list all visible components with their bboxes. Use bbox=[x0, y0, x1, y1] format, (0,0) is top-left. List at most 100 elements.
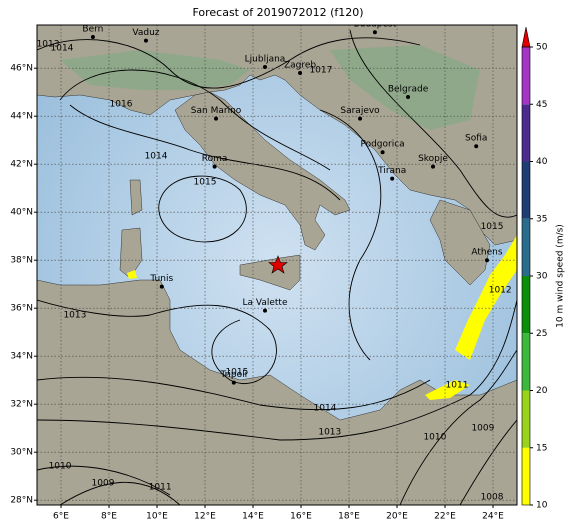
location-star bbox=[268, 255, 288, 274]
colorbar-band bbox=[522, 390, 530, 448]
city-dot bbox=[298, 71, 303, 75]
wind-patch bbox=[425, 380, 470, 400]
isobar bbox=[37, 376, 431, 411]
wind-patch bbox=[127, 270, 137, 279]
city-dot bbox=[90, 35, 95, 39]
isobar-label: 1008 bbox=[481, 493, 504, 503]
y-tick-label: 42°N bbox=[10, 160, 33, 170]
colorbar-tick-label: 50 bbox=[536, 43, 548, 53]
isobar-label: 1013 bbox=[63, 310, 86, 320]
colorbar-band bbox=[522, 447, 530, 505]
city-label: Ljubljana bbox=[245, 55, 286, 65]
x-tick-label: 24°E bbox=[482, 512, 504, 522]
city-dot bbox=[231, 380, 236, 385]
x-tick-label: 14°E bbox=[242, 512, 264, 522]
isobar bbox=[59, 482, 181, 505]
isobar-label: 1015 bbox=[194, 177, 217, 187]
x-tick-label: 10°E bbox=[146, 512, 168, 522]
colorbar-tick-label: 10 bbox=[536, 501, 548, 511]
isobar-label: 1013 bbox=[318, 428, 341, 438]
city-dot bbox=[406, 95, 411, 99]
city-label: Skopje bbox=[418, 154, 448, 164]
isobar bbox=[37, 299, 277, 385]
x-tick-label: 16°E bbox=[290, 512, 312, 522]
map-frame bbox=[36, 24, 518, 506]
isobar-label: 1009 bbox=[471, 424, 494, 434]
city-label: La Valette bbox=[243, 298, 288, 308]
land bbox=[129, 179, 143, 216]
colorbar-band bbox=[522, 218, 530, 276]
city-dot bbox=[263, 65, 267, 69]
isobar bbox=[399, 349, 517, 505]
x-tick-label: 8°E bbox=[101, 512, 117, 522]
colorbar-band bbox=[522, 276, 530, 334]
isobar-label: 1017 bbox=[309, 65, 332, 75]
isobar bbox=[158, 175, 247, 243]
colorbar-band bbox=[522, 333, 530, 391]
city-label: Bern bbox=[82, 25, 103, 35]
y-tick-label: 34°N bbox=[10, 352, 33, 362]
city-dot bbox=[143, 38, 148, 43]
y-tick-label: 30°N bbox=[10, 448, 33, 458]
isobar bbox=[37, 37, 421, 89]
city-dot bbox=[485, 258, 489, 263]
isobar-label: 1010 bbox=[423, 433, 446, 443]
lowland bbox=[60, 50, 250, 90]
city-dot bbox=[212, 164, 217, 169]
city-dot bbox=[358, 116, 363, 121]
city-label: Budapest bbox=[354, 20, 397, 30]
city-dot bbox=[431, 164, 435, 169]
y-tick-label: 32°N bbox=[10, 400, 33, 410]
isobar-label: 1014 bbox=[51, 44, 74, 54]
city-label: Athens bbox=[471, 248, 502, 258]
city-label: Sofia bbox=[465, 134, 487, 144]
colorbar-tick-label: 35 bbox=[536, 214, 547, 224]
colorbar-band bbox=[522, 104, 530, 162]
isobar-label: 1016 bbox=[110, 100, 133, 110]
isobar bbox=[59, 69, 331, 171]
city-dot bbox=[372, 30, 377, 35]
y-tick-label: 38°N bbox=[10, 256, 33, 266]
x-tick-label: 12°E bbox=[194, 512, 216, 522]
x-tick-label: 20°E bbox=[386, 512, 408, 522]
land bbox=[174, 91, 351, 251]
x-tick-label: 6°E bbox=[53, 512, 69, 522]
colorbar-extension bbox=[521, 26, 531, 48]
colorbar-label: 10 m wind speed (m/s) bbox=[556, 224, 566, 328]
isobar-label: 1012 bbox=[489, 285, 512, 295]
colorbar-tick-label: 40 bbox=[536, 157, 548, 167]
isobar-label: 1013 bbox=[37, 40, 60, 50]
city-label: San Marino bbox=[191, 106, 242, 116]
city-dot bbox=[159, 284, 164, 289]
lowland bbox=[330, 45, 480, 130]
city-label: Podgorica bbox=[360, 140, 404, 150]
colorbar-tick-label: 45 bbox=[536, 100, 547, 110]
city-label: Sarajevo bbox=[340, 106, 380, 116]
city-label: Tripoli bbox=[219, 370, 247, 380]
isobar-label: 1011 bbox=[149, 483, 172, 493]
isobar bbox=[319, 109, 382, 361]
map-base: 1013101410161014101510171013101510141013… bbox=[37, 20, 517, 505]
city-label: Vaduz bbox=[132, 28, 159, 38]
y-tick-label: 36°N bbox=[10, 304, 33, 314]
isobar-label: 1014 bbox=[145, 151, 168, 161]
isobar bbox=[37, 465, 171, 496]
title: Forecast of 2019072012 (f120) bbox=[192, 6, 363, 19]
isobar bbox=[459, 419, 517, 505]
wind-patch bbox=[455, 235, 517, 360]
isobar-label: 1010 bbox=[49, 461, 72, 471]
city-dot bbox=[214, 116, 219, 121]
colorbar-band bbox=[522, 161, 530, 219]
x-tick-label: 22°E bbox=[434, 512, 456, 522]
isobar bbox=[37, 299, 517, 441]
colorbar-band bbox=[522, 47, 530, 105]
city-label: Roma bbox=[202, 154, 228, 164]
city-dot bbox=[390, 176, 395, 181]
y-tick-label: 40°N bbox=[10, 208, 33, 218]
isobar bbox=[69, 104, 341, 201]
isobar-label: 1015 bbox=[225, 368, 248, 378]
land bbox=[119, 227, 143, 279]
isobar bbox=[349, 29, 517, 218]
city-dot bbox=[474, 144, 479, 149]
